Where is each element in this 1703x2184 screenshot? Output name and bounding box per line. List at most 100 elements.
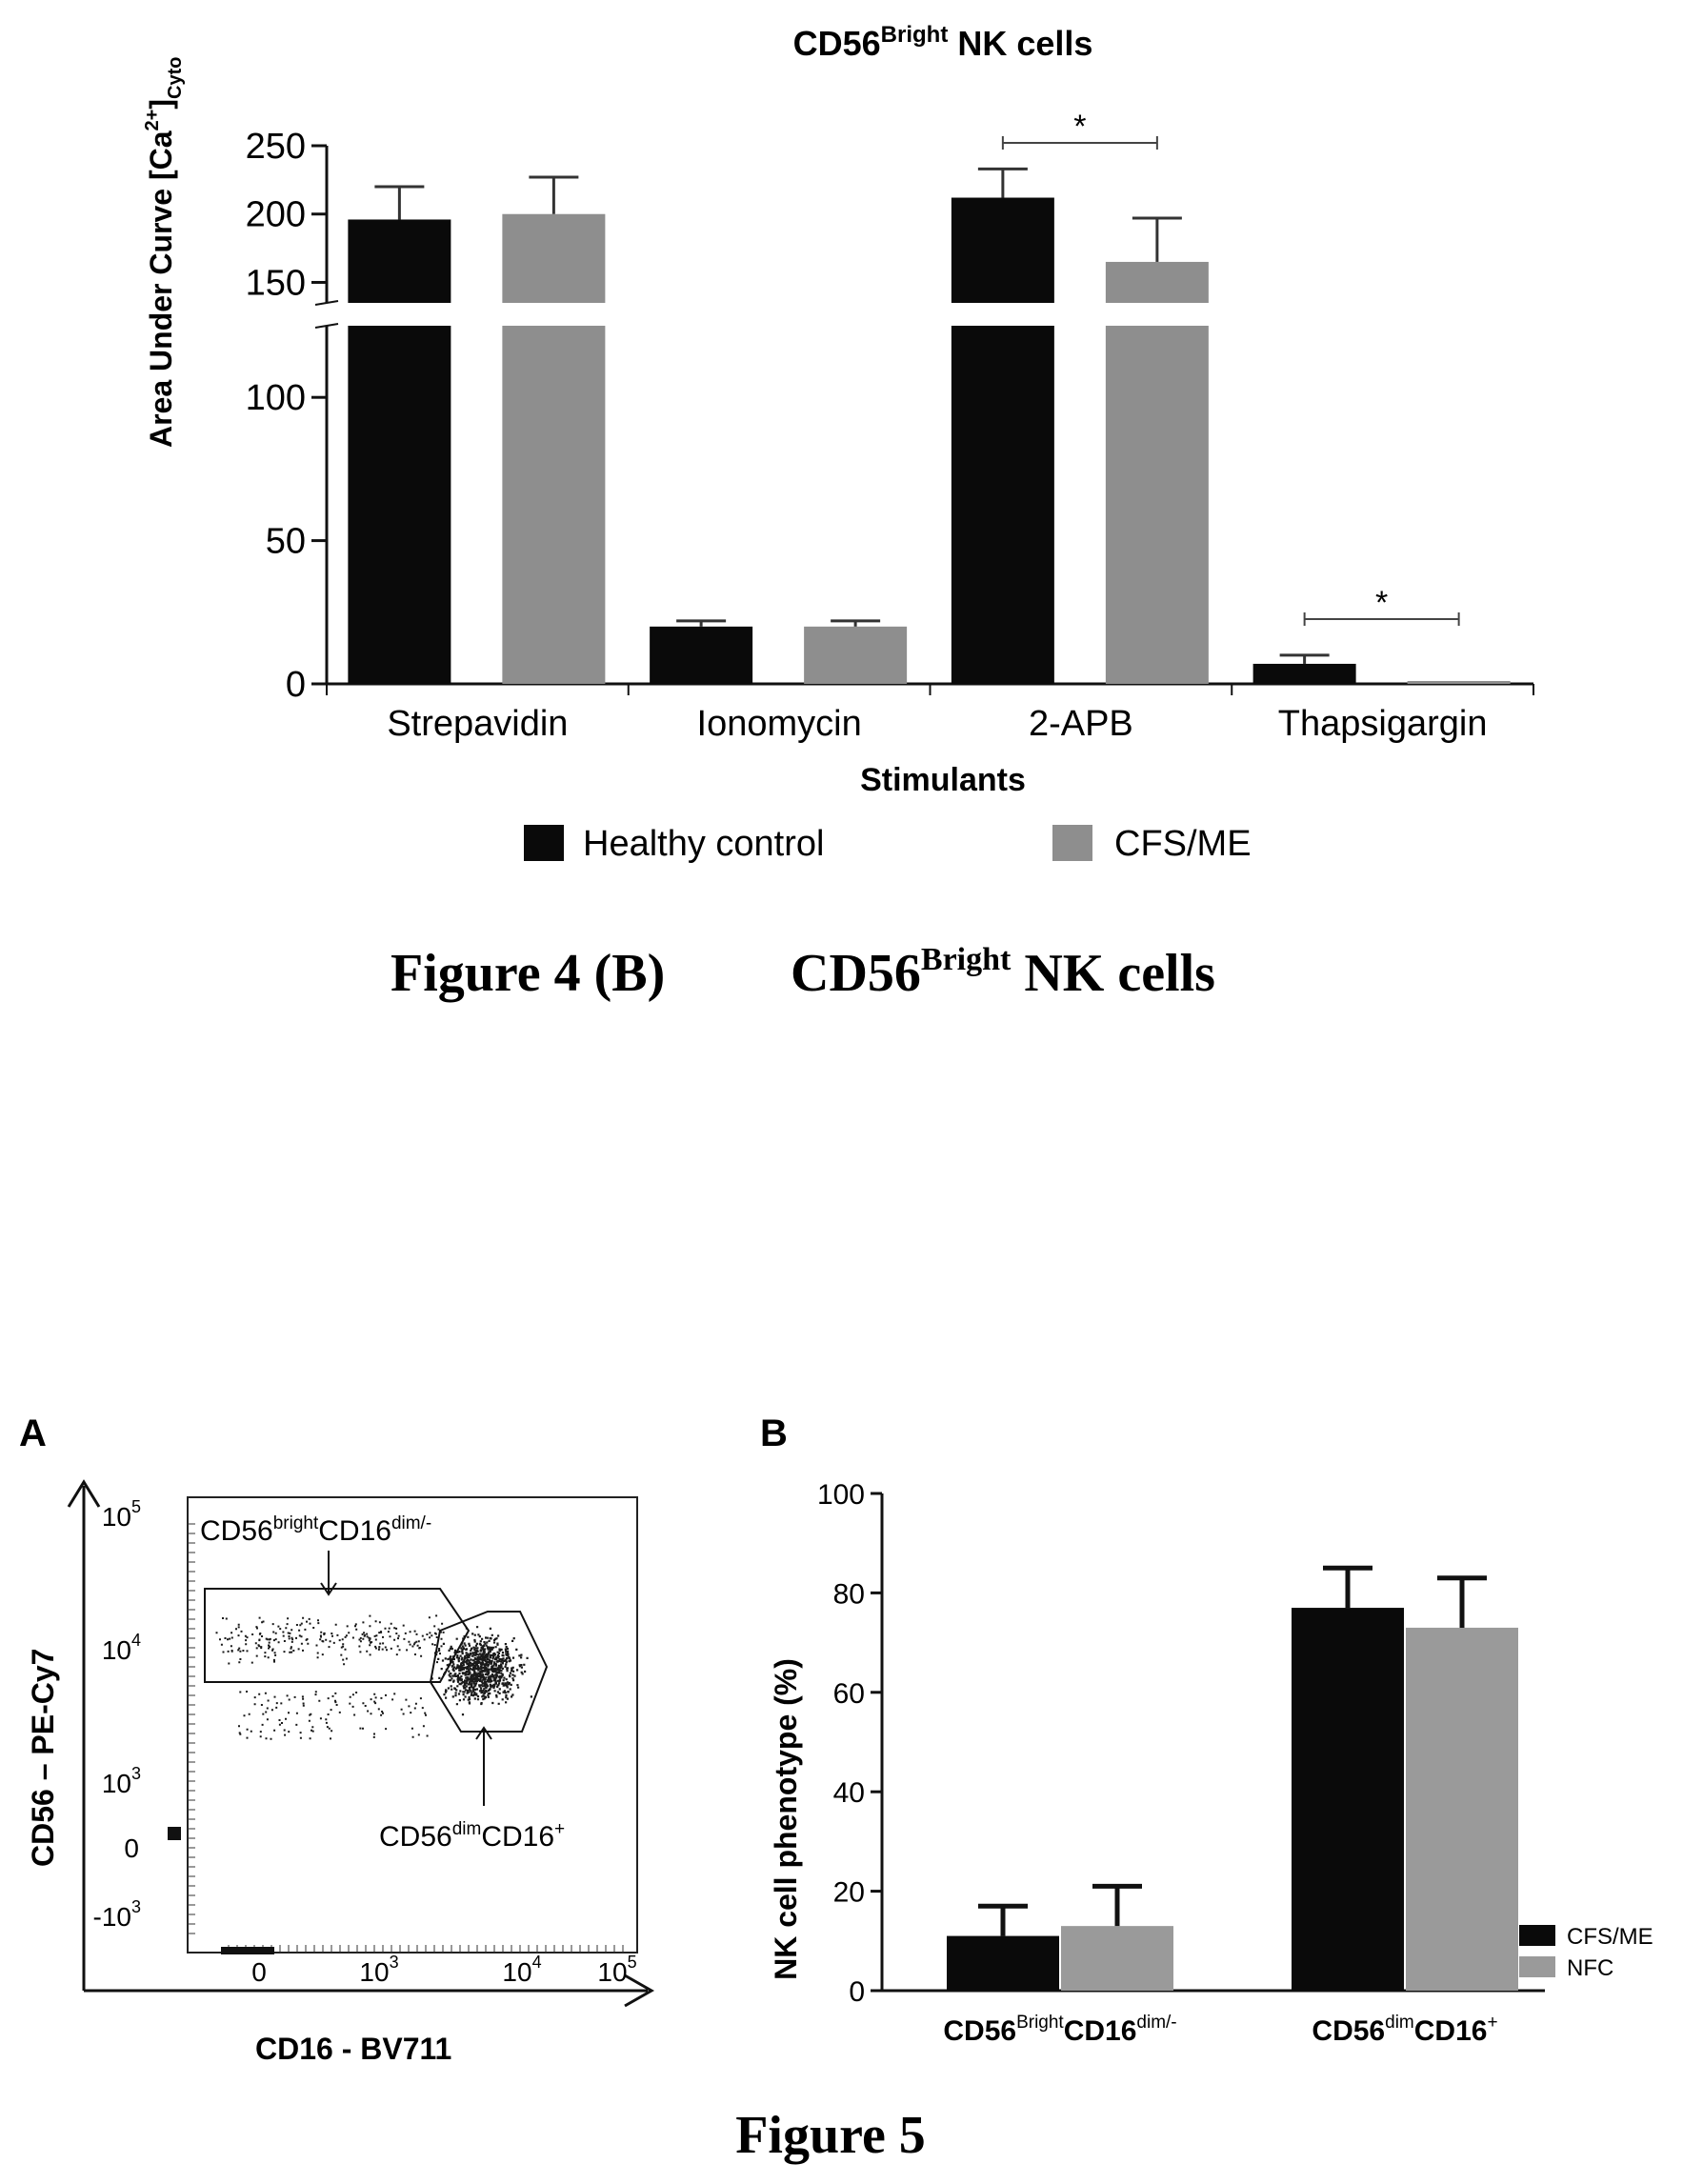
phenotype-bars — [947, 1565, 1518, 1991]
legend-swatch-healthy-control — [524, 825, 564, 861]
flow-x-tick-label: 0 — [251, 1957, 267, 1987]
y-tick-label: 0 — [286, 665, 306, 705]
legend-label-nfc: NFC — [1567, 1955, 1613, 1981]
axis-break-mark — [314, 323, 339, 329]
chart-title-main: CD56 — [793, 24, 881, 63]
y-tick-label: 150 — [246, 263, 306, 303]
flow-plot-frame — [187, 1496, 638, 1954]
phenotype-bar-dim-nfc — [1406, 1627, 1518, 1991]
y-axis-label-sub: Cyto — [165, 57, 186, 99]
phenotype-y-tick-label: 60 — [833, 1678, 865, 1710]
phenotype-legend: CFS/ME NFC — [1519, 1924, 1653, 1981]
bar-strepavidin-series-1-upper — [502, 213, 606, 303]
x-tick-label-ionomycin: Ionomycin — [697, 704, 862, 744]
flow-x-axis-arrow-icon — [624, 1974, 655, 2008]
caption-tail: NK cells — [1011, 944, 1215, 1003]
flow-x-tick-label: 104 — [502, 1953, 541, 1987]
phenotype-bar-bright-nfc — [1061, 1926, 1173, 1991]
gate-cd56bright — [204, 1588, 471, 1683]
flow-y-tick-label: 103 — [102, 1764, 141, 1798]
chart-title-tail: NK cells — [948, 24, 1092, 63]
gate-arrow-dim-head-icon — [475, 1726, 492, 1740]
y-tick-label: 250 — [246, 127, 306, 167]
flow-x-tick-label: 105 — [597, 1953, 636, 1987]
figure-5-caption: Figure 5 — [735, 2106, 926, 2165]
legend: Healthy control CFS/ME — [524, 824, 1252, 864]
bar-2-apb-series-1-upper — [1105, 261, 1209, 303]
panel-b-label: B — [760, 1413, 788, 1454]
bar-2-apb-series-0-lower — [951, 326, 1054, 684]
x-tick-label-2-apb: 2-APB — [1029, 704, 1133, 744]
phenotype-axes: 0 20 40 60 80 100 — [817, 1479, 1545, 2008]
legend-swatch-cfs-me-b — [1519, 1925, 1555, 1946]
caption-sup: Bright — [921, 942, 1012, 977]
flow-y-tick-label: 0 — [124, 1833, 139, 1863]
y-axis-label-close: ] — [144, 99, 178, 110]
bars — [348, 167, 1511, 684]
flow-events — [215, 1614, 532, 1740]
y-tick-label: 100 — [246, 378, 306, 418]
caption-main: CD56 — [791, 944, 921, 1003]
y-tick-label: 200 — [246, 195, 306, 235]
phenotype-bar-bright-cfsme — [947, 1935, 1059, 1991]
chart-title-sup: Bright — [881, 22, 949, 48]
flow-y-tick-label: -103 — [93, 1897, 141, 1932]
bar-ionomycin-series-0 — [650, 626, 753, 684]
flow-x-tick-label: 103 — [359, 1953, 398, 1987]
legend-label-cfs-me-b: CFS/ME — [1567, 1924, 1653, 1950]
axis-break-mark — [314, 300, 339, 306]
legend-label-cfs-me: CFS/ME — [1114, 824, 1252, 864]
x-tick-labels: Strepavidin Ionomycin 2-APB Thapsigargin — [387, 704, 1487, 744]
x-axis-label: Stimulants — [860, 762, 1026, 798]
phenotype-y-tick-label: 80 — [833, 1578, 865, 1610]
flow-axis-event-cluster — [168, 1827, 181, 1840]
flow-y-tick-label: 104 — [102, 1631, 141, 1665]
x-tick-label-thapsigargin: Thapsigargin — [1278, 704, 1488, 744]
phenotype-x-tick-label: CD56BrightCD16dim/- — [943, 2013, 1176, 2047]
x-tick-label-strepavidin: Strepavidin — [387, 704, 568, 744]
figure-5a-flow-plot: A CD56brightCD16dim/- CD56dimCD16+ 10510… — [19, 1413, 655, 2066]
flow-x-axis-label: CD16 - BV711 — [255, 2032, 451, 2066]
figure-5b-chart: B NK cell phenotype (%) 0 20 40 60 80 100 CD5… — [760, 1413, 1653, 2047]
phenotype-x-tick-labels: CD56BrightCD16dim/- CD56dimCD16+ — [943, 2013, 1497, 2047]
flow-tick-labels: 105 104 103 0 -103 0 103 104 105 — [93, 1497, 637, 1987]
bar-thapsigargin-series-0 — [1252, 663, 1356, 684]
phenotype-y-tick-label: 40 — [833, 1777, 865, 1809]
flow-event-dots — [215, 1614, 532, 1740]
bar-2-apb-series-0-upper — [951, 197, 1054, 303]
gate-arrow-bright-head-icon — [320, 1582, 337, 1596]
gate-label-bright: CD56brightCD16dim/- — [200, 1513, 431, 1547]
figure-4b-chart: CD56Bright NK cells Area Under Curve [Ca… — [142, 22, 1534, 864]
gate-label-dim: CD56dimCD16+ — [379, 1819, 565, 1853]
legend-label-healthy-control: Healthy control — [583, 824, 824, 864]
significance-star: * — [1073, 109, 1086, 145]
phenotype-y-tick-label: 0 — [849, 1976, 865, 2008]
bar-thapsigargin-series-1 — [1407, 680, 1511, 684]
flow-y-tick-label: 105 — [102, 1497, 141, 1532]
phenotype-y-tick-label: 20 — [833, 1877, 865, 1909]
figure-4b-caption: Figure 4 (B) CD56Bright NK cells — [391, 942, 1215, 1003]
y-tick-label: 50 — [266, 522, 306, 562]
phenotype-y-axis-label: NK cell phenotype (%) — [769, 1658, 803, 1980]
significance-star: * — [1375, 585, 1388, 621]
gate-cd56dim — [429, 1611, 549, 1733]
phenotype-x-tick-label: CD56dimCD16+ — [1312, 2013, 1497, 2047]
chart-title: CD56Bright NK cells — [793, 22, 1093, 63]
panel-a-label: A — [19, 1413, 47, 1454]
phenotype-bar-dim-cfsme — [1292, 1608, 1404, 1991]
y-axis-label-sup: 2+ — [142, 110, 163, 131]
flow-y-axis-arrow-icon — [67, 1479, 101, 1508]
bar-strepavidin-series-0-lower — [348, 326, 451, 684]
bar-2-apb-series-1-lower — [1105, 326, 1209, 684]
bar-strepavidin-series-1-lower — [502, 326, 606, 684]
flow-y-axis-label: CD56 – PE-Cy7 — [26, 1649, 60, 1867]
phenotype-y-tick-label: 100 — [817, 1479, 865, 1511]
y-axis-label-main: Area Under Curve [Ca — [144, 130, 178, 448]
flow-axis-event-cluster — [221, 1947, 274, 1954]
bar-ionomycin-series-1 — [804, 626, 908, 684]
bar-strepavidin-series-0-upper — [348, 219, 451, 303]
significance-markers: ** — [1001, 109, 1460, 626]
y-axis-label: Area Under Curve [Ca2+]Cyto — [142, 57, 186, 448]
legend-swatch-cfs-me — [1052, 825, 1092, 861]
